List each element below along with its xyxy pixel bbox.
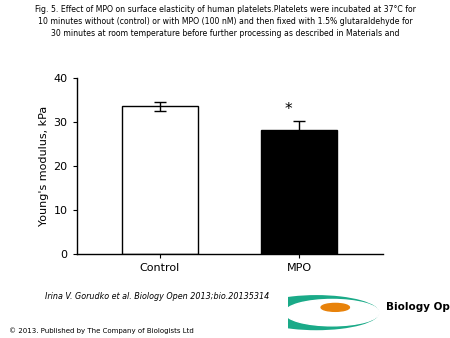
Bar [122, 106, 198, 254]
Circle shape [285, 299, 379, 326]
Circle shape [321, 304, 350, 311]
Text: © 2013. Published by The Company of Biologists Ltd: © 2013. Published by The Company of Biol… [9, 327, 194, 334]
Text: Biology Open: Biology Open [386, 303, 450, 312]
Text: Fig. 5. Effect of MPO on surface elasticity of human platelets.Platelets were in: Fig. 5. Effect of MPO on surface elastic… [35, 5, 415, 38]
Text: Irina V. Gorudko et al. Biology Open 2013;bio.20135314: Irina V. Gorudko et al. Biology Open 201… [45, 292, 269, 301]
Y-axis label: Young's modulus, kPa: Young's modulus, kPa [39, 105, 49, 226]
Wedge shape [253, 295, 379, 330]
Text: *: * [284, 102, 292, 117]
Bar [261, 130, 338, 254]
